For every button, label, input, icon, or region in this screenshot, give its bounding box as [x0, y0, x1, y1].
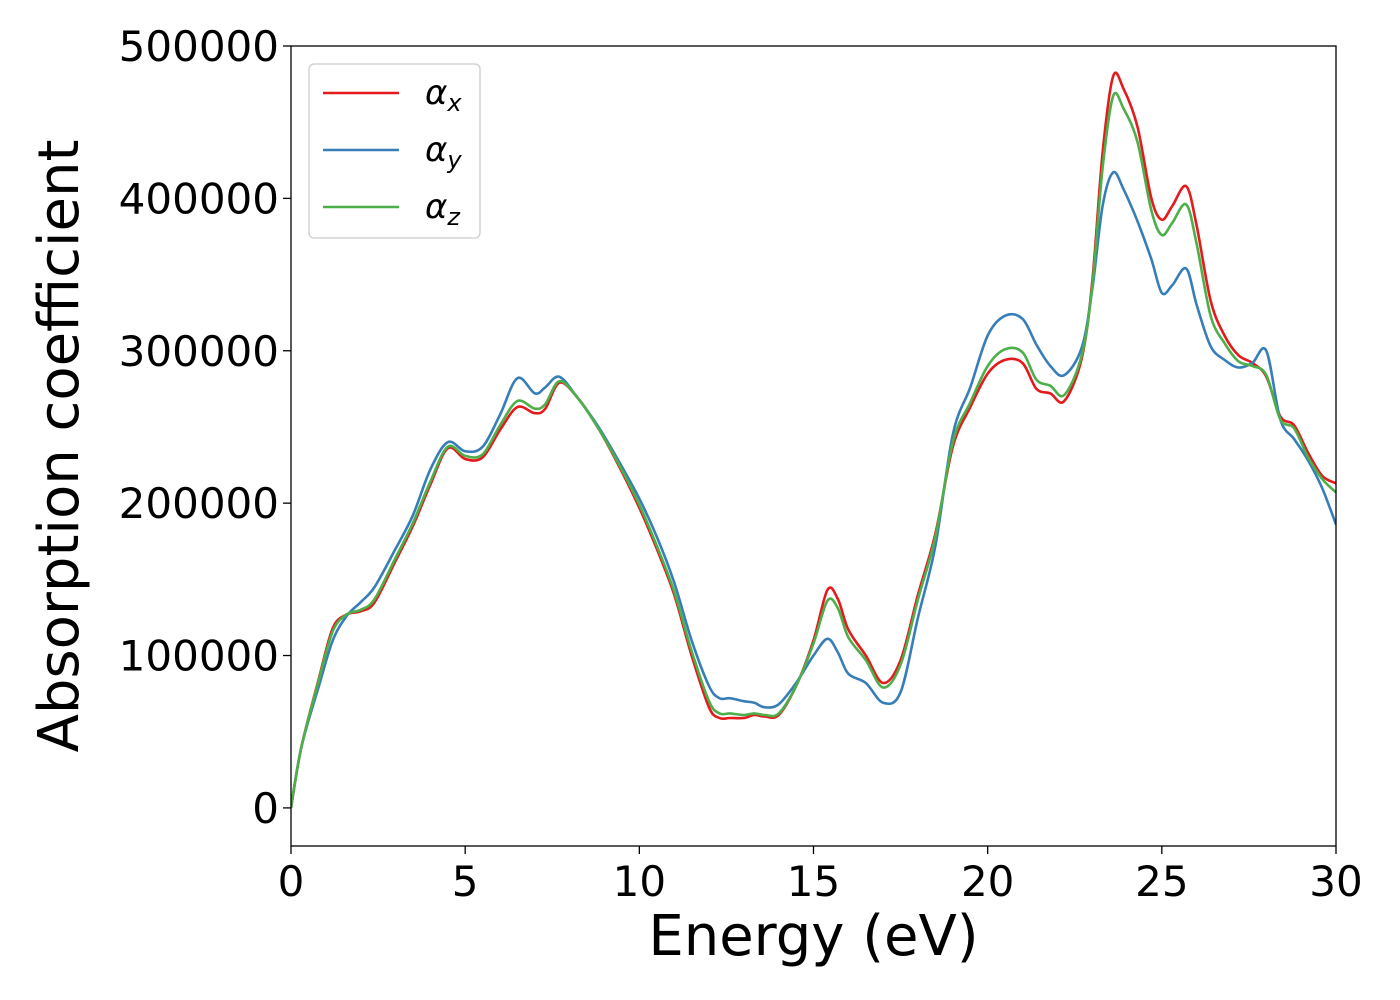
y-tick-label: 300000 [119, 327, 279, 376]
x-tick-label: 0 [278, 857, 305, 906]
y-tick-label: 0 [252, 784, 279, 833]
series-line-alpha-z [291, 91, 1336, 809]
series-line-alpha-y [291, 170, 1336, 809]
y-tick-label: 500000 [119, 22, 279, 71]
x-tick-label: 20 [961, 857, 1014, 906]
x-tick-label: 5 [452, 857, 479, 906]
x-axis: 0 5 10 15 20 25 30 [278, 846, 1363, 906]
y-tick-label: 100000 [119, 632, 279, 681]
series-line-alpha-x [291, 71, 1336, 809]
x-tick-label: 15 [787, 857, 840, 906]
series-layer [291, 71, 1336, 809]
x-tick-label: 25 [1135, 857, 1188, 906]
x-axis-title: Energy (eV) [648, 904, 978, 969]
y-axis-title: Absorption coefficient [27, 140, 92, 753]
x-tick-label: 10 [613, 857, 666, 906]
y-axis: 0 100000 200000 300000 400000 500000 [119, 22, 291, 833]
y-tick-label: 200000 [119, 479, 279, 528]
y-tick-label: 400000 [119, 174, 279, 223]
x-tick-label: 30 [1309, 857, 1362, 906]
